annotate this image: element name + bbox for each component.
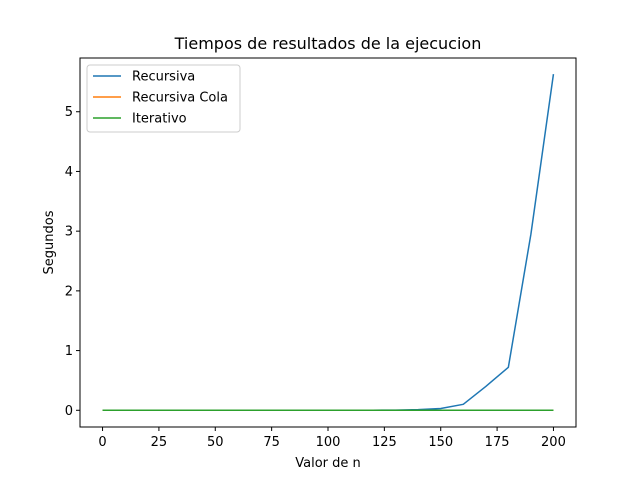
y-tick-label: 1 [65, 344, 73, 359]
legend-frame [86, 64, 241, 133]
series-lines [102, 74, 555, 412]
x-tick-label: 25 [151, 435, 168, 450]
y-tick-label: 2 [65, 284, 73, 299]
legend-entry-1: Recursiva Cola [132, 91, 228, 106]
x-axis-label: Valor de n [295, 456, 361, 471]
y-tick-label: 0 [65, 404, 73, 419]
x-tick-label: 125 [372, 435, 397, 450]
plot-area [79, 57, 577, 428]
y-axis: 0 1 2 3 4 5 [65, 105, 80, 419]
y-tick-label: 3 [65, 225, 73, 240]
x-axis: 0 25 50 75 100 125 150 175 200 [98, 427, 566, 450]
x-tick-label: 150 [428, 435, 453, 450]
x-tick-label: 175 [485, 435, 510, 450]
x-tick-label: 75 [263, 435, 280, 450]
y-axis-label: Segundos [42, 210, 57, 274]
y-tick-label: 4 [65, 165, 73, 180]
legend: Recursiva Recursiva Cola Iterativo [86, 64, 241, 133]
legend-entry-0: Recursiva [132, 70, 195, 85]
legend-entry-2: Iterativo [132, 112, 187, 127]
x-tick-label: 100 [316, 435, 341, 450]
chart-title: Tiempos de resultados de la ejecucion [174, 34, 482, 53]
x-tick-label: 0 [98, 435, 106, 450]
x-tick-label: 200 [541, 435, 566, 450]
y-tick-label: 5 [65, 105, 73, 120]
x-tick-label: 50 [207, 435, 224, 450]
